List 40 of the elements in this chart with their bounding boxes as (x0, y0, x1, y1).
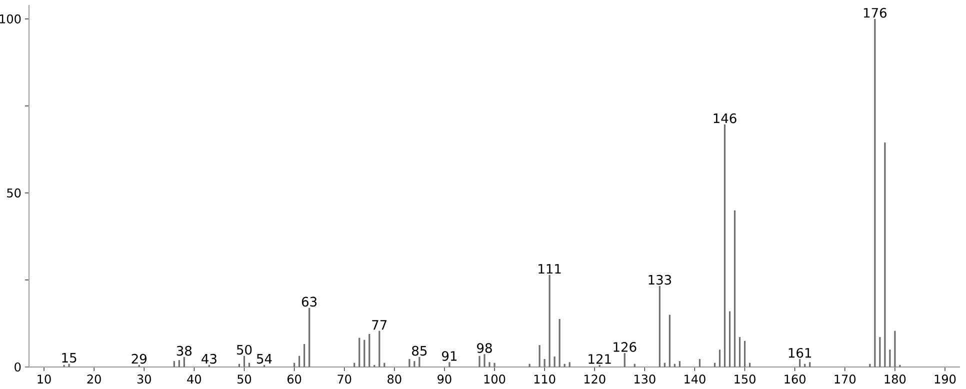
x-tick-label: 140 (684, 374, 706, 384)
x-tick-label: 180 (884, 374, 906, 384)
annotation: 38 (176, 346, 192, 356)
x-tick-label: 130 (634, 374, 656, 384)
x-tick-label: 110 (534, 374, 556, 384)
x-tick-label: 10 (38, 374, 51, 384)
x-tick-label: 170 (834, 374, 856, 384)
x-tick-label: 150 (734, 374, 756, 384)
x-tick-label: 160 (784, 374, 806, 384)
x-tick-label: 90 (438, 374, 452, 384)
annotation: 77 (372, 320, 387, 330)
x-tick-label: 100 (484, 374, 506, 384)
annotation: 85 (412, 346, 427, 356)
annotation: 50 (236, 344, 252, 355)
annotation: 111 (538, 264, 561, 274)
annotation: 98 (477, 343, 492, 353)
x-tick-label: 120 (584, 374, 606, 384)
annotation: 133 (648, 274, 672, 285)
x-tick-label: 50 (238, 374, 252, 384)
annotation: 63 (302, 296, 317, 307)
x-tick-label: 40 (187, 374, 202, 384)
annotation: 161 (788, 348, 812, 358)
annotation: 146 (714, 113, 736, 124)
annotation: 176 (864, 8, 886, 18)
annotation: 121 (588, 354, 611, 364)
annotation: 91 (442, 351, 457, 361)
x-tick-label: 20 (87, 374, 101, 384)
annotation: 29 (132, 354, 146, 364)
annotation: 54 (256, 354, 272, 364)
x-tick-label: 70 (338, 374, 352, 384)
x-tick-label: 60 (287, 374, 302, 384)
y-tick-label: 50 (7, 188, 21, 198)
y-tick-label: 100 (0, 14, 21, 24)
y-tick-label: 0 (14, 362, 21, 372)
x-tick-label: 80 (388, 374, 402, 384)
annotation: 43 (202, 354, 216, 364)
annotation: 15 (62, 353, 76, 363)
annotation: 126 (614, 342, 636, 352)
x-tick-label: 190 (934, 374, 956, 384)
x-tick-label: 30 (137, 374, 151, 384)
